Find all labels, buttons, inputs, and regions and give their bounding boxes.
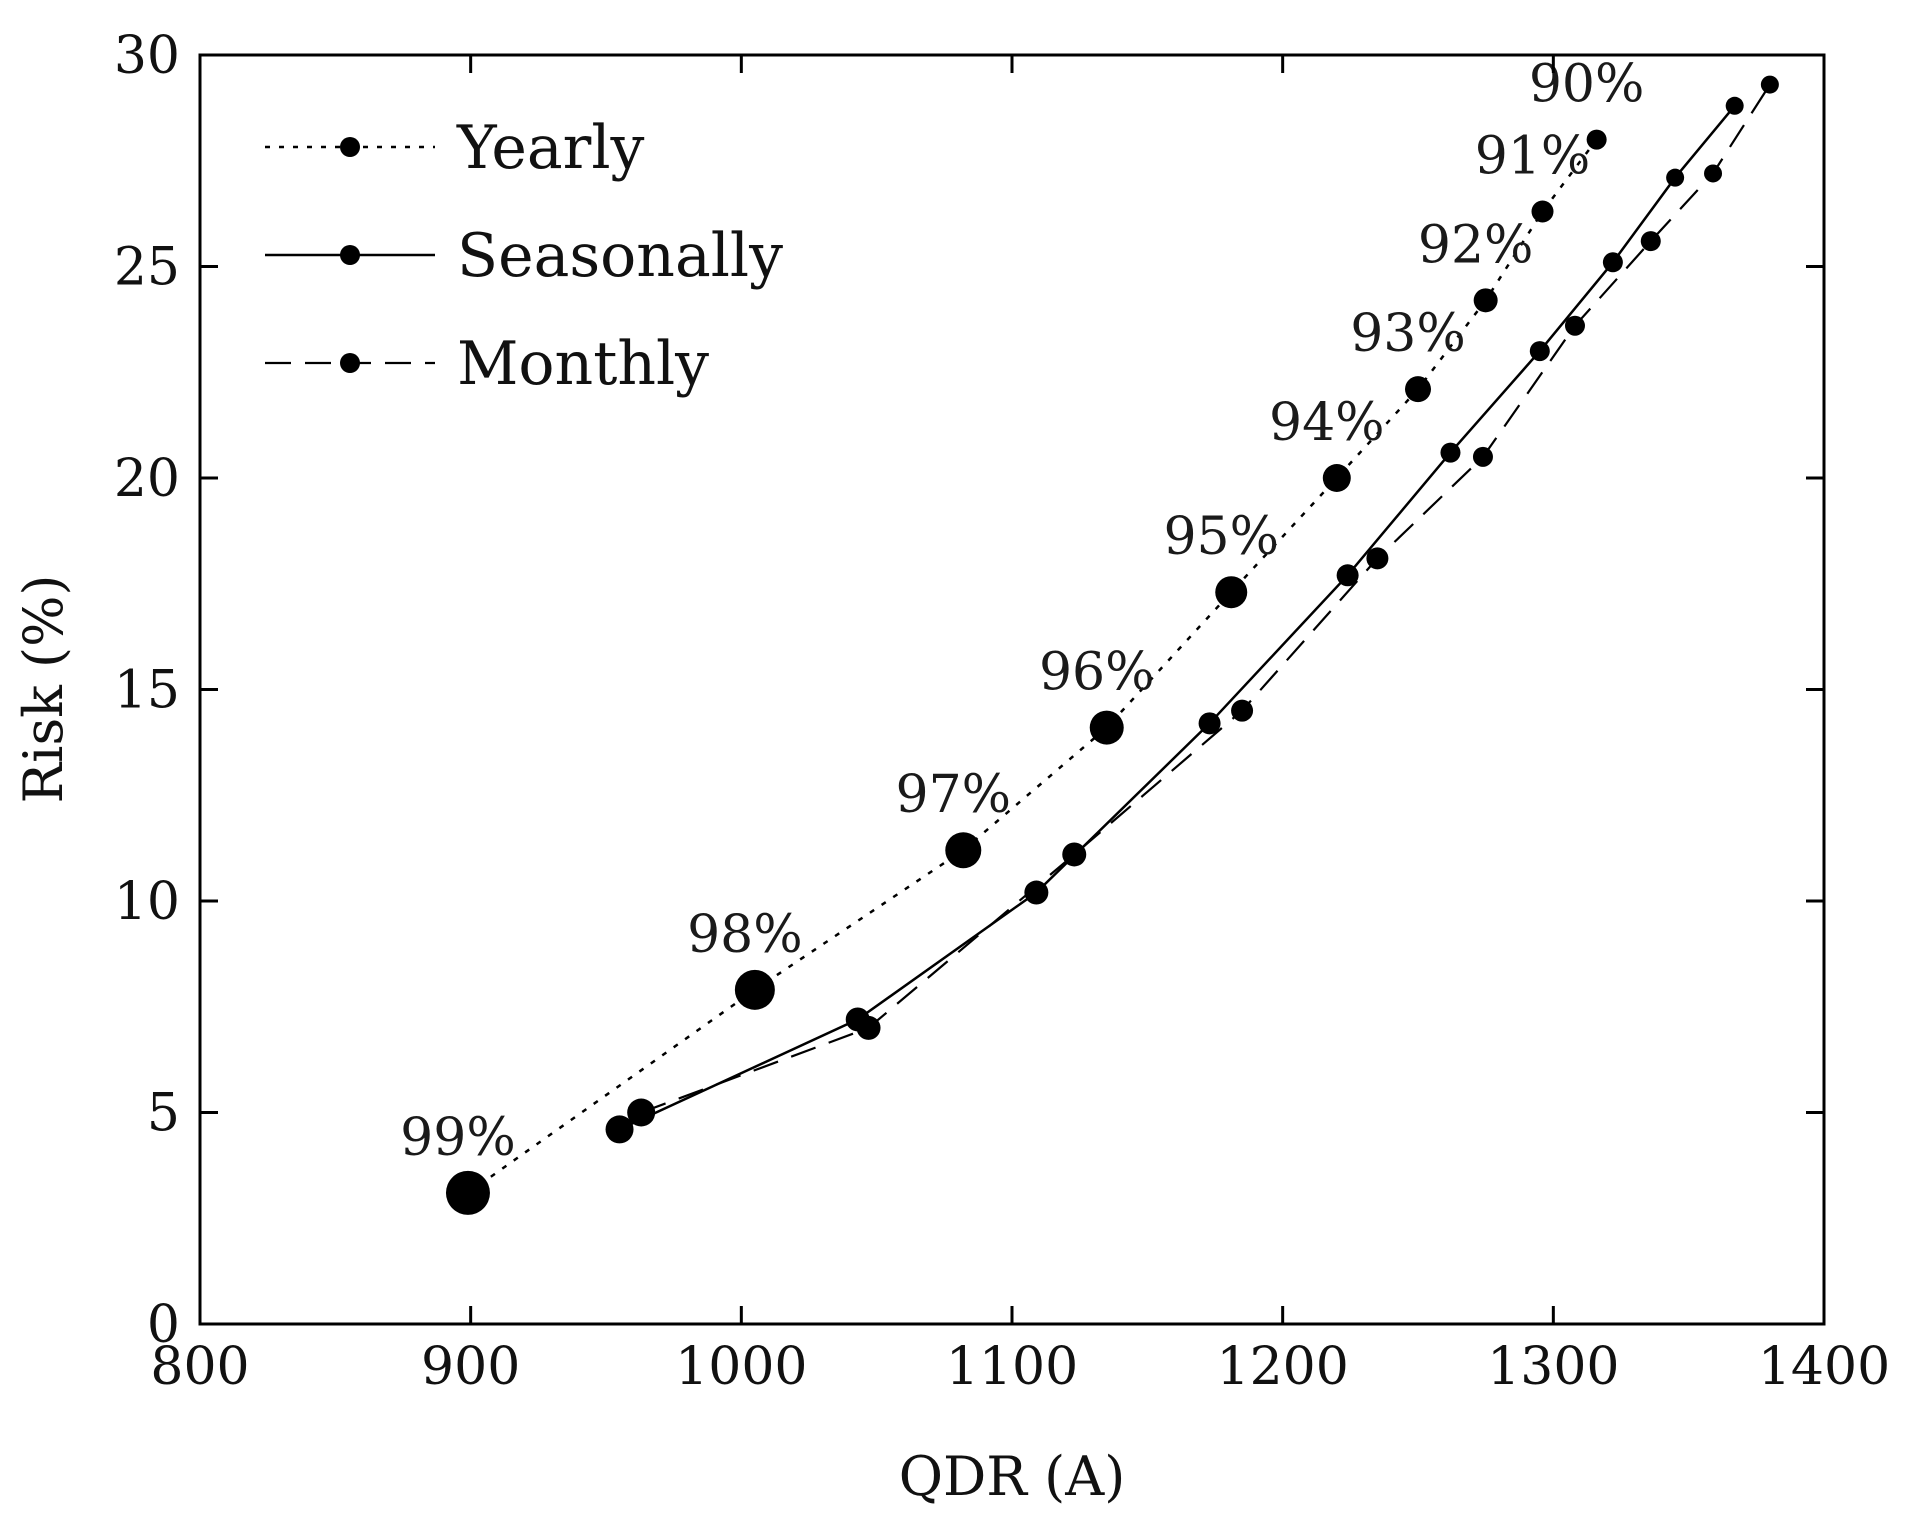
seasonally-point: [1440, 442, 1461, 463]
point-label: 95%: [1163, 507, 1279, 567]
monthly-point: [1704, 164, 1723, 183]
seasonally-point: [1336, 564, 1359, 587]
axes: 800 900 1000 1100 1200 1300 1400 0 5 10 15 20 25 30: [114, 26, 1890, 1397]
yearly-point: [1089, 710, 1124, 745]
point-label: 97%: [895, 765, 1011, 825]
y-tick-label: 30: [114, 26, 180, 86]
legend-seasonally-label: Seasonally: [457, 221, 783, 291]
monthly-point: [1760, 75, 1779, 94]
seasonally-point: [1666, 168, 1685, 187]
yearly-line: [467, 138, 1598, 1194]
y-tick-label: 15: [114, 661, 180, 721]
x-tick-label: 1400: [1758, 1337, 1890, 1397]
x-axis-title: QDR (A): [899, 1445, 1126, 1508]
point-label: 99%: [400, 1108, 516, 1168]
point-label: 96%: [1039, 643, 1155, 703]
x-tick-label: 800: [150, 1337, 249, 1397]
x-tick-label: 1000: [675, 1337, 807, 1397]
y-tick-label: 5: [147, 1084, 180, 1144]
seasonally-point: [1529, 341, 1550, 362]
y-tick-label: 0: [147, 1295, 180, 1355]
yearly-point: [1473, 288, 1498, 313]
monthly-point: [1366, 547, 1389, 570]
point-label: 98%: [687, 905, 803, 965]
yearly-point: [734, 969, 775, 1010]
series-markers: [445, 75, 1779, 1215]
monthly-point: [1640, 231, 1661, 252]
yearly-point: [1215, 576, 1248, 609]
point-label: 93%: [1350, 304, 1466, 364]
legend-monthly-label: Monthly: [457, 329, 709, 399]
monthly-point: [856, 1015, 881, 1040]
y-tick-label: 25: [114, 238, 180, 298]
point-label: 92%: [1418, 215, 1534, 275]
monthly-point: [1231, 699, 1254, 722]
monthly-point: [627, 1098, 656, 1127]
x-tick-label: 1300: [1487, 1337, 1619, 1397]
legend-yearly-label: Yearly: [456, 113, 645, 183]
monthly-point: [1564, 315, 1585, 336]
monthly-line: [640, 84, 1771, 1114]
point-label: 94%: [1269, 393, 1385, 453]
monthly-point: [1472, 446, 1493, 467]
seasonally-point: [1024, 880, 1049, 905]
yearly-point: [1531, 200, 1554, 223]
y-tick-label: 10: [114, 872, 180, 932]
yearly-point: [945, 832, 982, 869]
legend-monthly-marker: [340, 353, 360, 373]
point-labels: 99% 98% 97% 96% 95% 94% 93% 92% 91% 90%: [400, 55, 1644, 1168]
x-tick-label: 900: [421, 1337, 520, 1397]
yearly-point: [1322, 464, 1351, 492]
seasonally-point: [1198, 712, 1221, 735]
y-tick-label: 20: [114, 449, 180, 509]
yearly-point: [1586, 129, 1607, 150]
legend: Yearly Seasonally Monthly: [265, 113, 783, 399]
legend-seasonally-marker: [340, 245, 360, 265]
seasonally-point: [1725, 96, 1744, 115]
point-label: 90%: [1529, 55, 1645, 115]
monthly-point: [1062, 842, 1087, 867]
seasonally-point: [605, 1115, 634, 1144]
yearly-point: [445, 1170, 490, 1215]
seasonally-point: [1602, 252, 1623, 273]
point-label: 91%: [1475, 127, 1591, 187]
series-lines: [467, 84, 1771, 1194]
seasonally-line: [618, 105, 1736, 1131]
x-tick-label: 1200: [1216, 1337, 1348, 1397]
y-axis-title: Risk (%): [12, 575, 75, 804]
yearly-point: [1405, 376, 1431, 403]
legend-yearly-marker: [340, 137, 360, 157]
x-tick-label: 1100: [946, 1337, 1078, 1397]
